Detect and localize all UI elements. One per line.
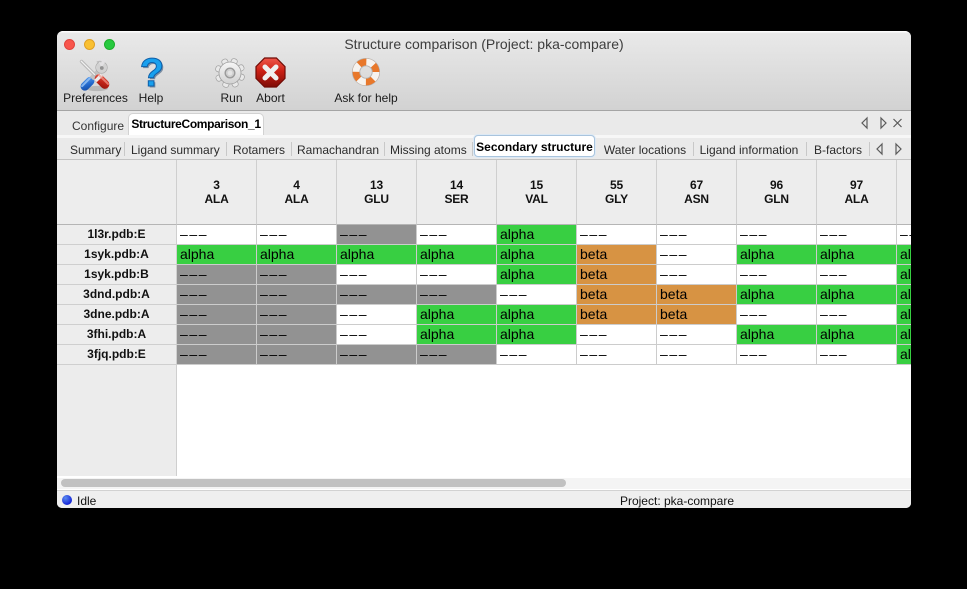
svg-text:?: ?: [141, 54, 165, 96]
svg-text:?: ?: [140, 54, 164, 95]
